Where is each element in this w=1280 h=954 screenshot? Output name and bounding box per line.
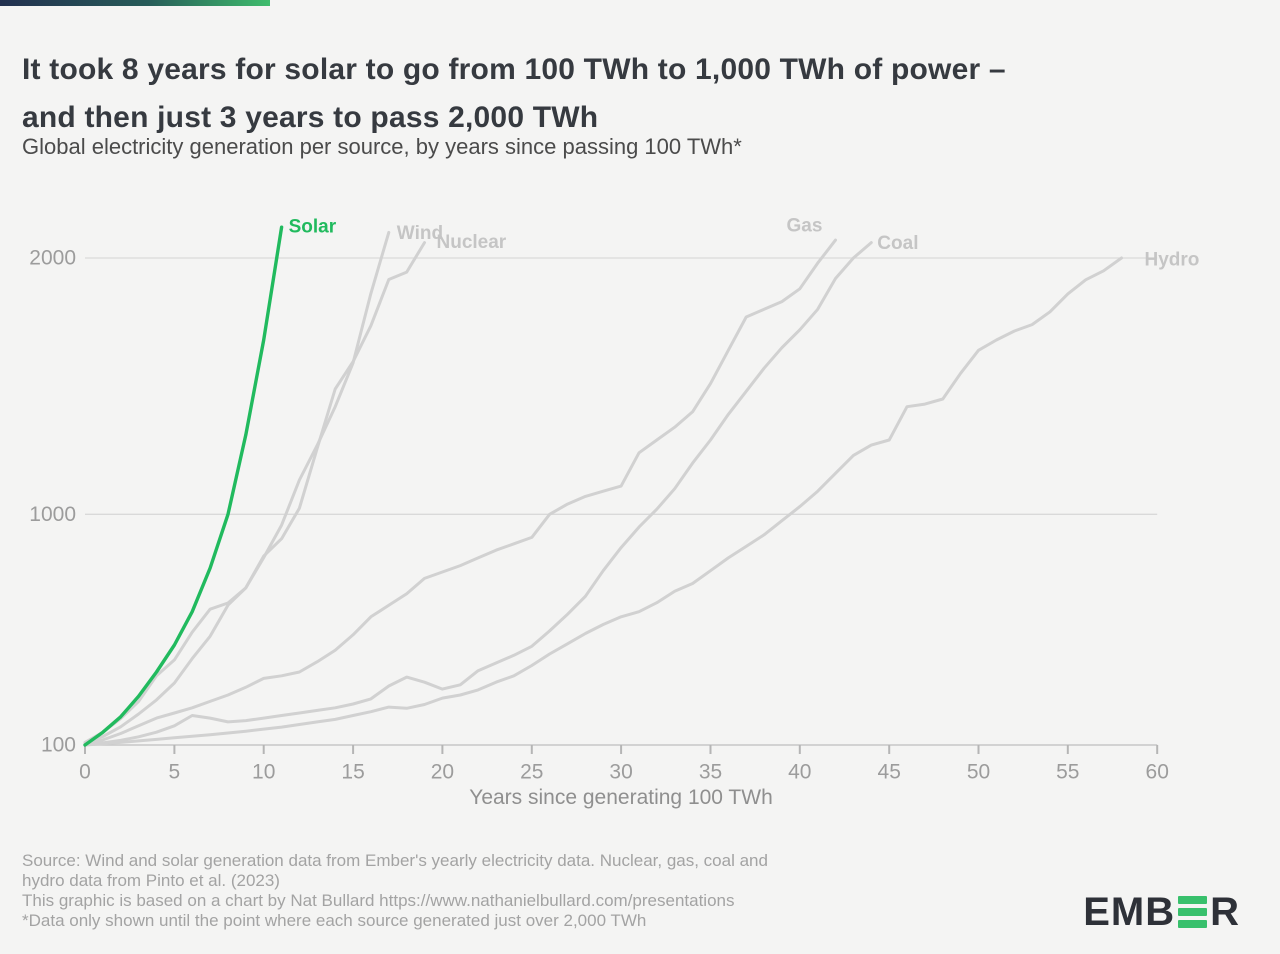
y-axis-label-1000: 1000 [29, 503, 76, 526]
ember-logo-e-bars-icon [1178, 896, 1208, 928]
series-label-nuclear: Nuclear [437, 232, 507, 253]
y-axis-label-2000: 2000 [29, 247, 76, 270]
x-axis-label-0: 0 [79, 761, 91, 784]
series-label-wind: Wind [397, 223, 443, 244]
series-label-hydro: Hydro [1145, 250, 1200, 271]
x-axis-label-30: 30 [609, 761, 632, 784]
series-label-solar: Solar [289, 217, 337, 238]
page-title: It took 8 years for solar to go from 100… [22, 46, 1262, 142]
x-axis-label-45: 45 [878, 761, 901, 784]
series-line-hydro [83, 256, 1123, 747]
series-line-nuclear [83, 241, 426, 744]
x-axis-label-15: 15 [341, 761, 364, 784]
x-axis-label-60: 60 [1146, 761, 1169, 784]
x-axis-label-55: 55 [1056, 761, 1079, 784]
x-axis-label-10: 10 [252, 761, 275, 784]
brand-gradient-bar [0, 0, 270, 6]
footnote-line: *Data only shown until the point where e… [22, 911, 647, 930]
y-axis-label-100: 100 [41, 734, 76, 757]
source-note-line-2: hydro data from Pinto et al. (2023) [22, 871, 280, 890]
line-chart: 100 1000 2000 0 5 10 15 20 25 30 35 40 45 50 55 60 Years… [29, 216, 1200, 809]
x-axis-label-25: 25 [520, 761, 543, 784]
x-axis-label-5: 5 [169, 761, 181, 784]
x-axis-label-20: 20 [431, 761, 454, 784]
title-line-1: It took 8 years for solar to go from 100… [22, 53, 1006, 87]
x-axis-label-50: 50 [967, 761, 990, 784]
source-note-line-1: Source: Wind and solar generation data f… [22, 851, 768, 870]
series-label-gas: Gas [787, 216, 823, 237]
series-line-gas [83, 238, 837, 747]
source-note: Source: Wind and solar generation data f… [22, 851, 1022, 931]
credit-line: This graphic is based on a chart by Nat … [22, 891, 735, 910]
ember-logo: EMB R [1083, 889, 1240, 934]
ember-logo-text-right: R [1210, 889, 1240, 934]
title-line-2: and then just 3 years to pass 2,000 TWh [22, 101, 599, 135]
series-label-coal: Coal [877, 233, 918, 254]
series-line-coal [83, 241, 873, 747]
chart-subtitle: Global electricity generation per source… [22, 134, 742, 159]
x-axis-label-40: 40 [788, 761, 811, 784]
series-line-wind [83, 230, 391, 746]
x-axis-label-35: 35 [699, 761, 722, 784]
ember-logo-text-left: EMB [1083, 889, 1176, 934]
x-axis-title: Years since generating 100 TWh [469, 786, 773, 809]
series-line-solar [83, 225, 284, 747]
